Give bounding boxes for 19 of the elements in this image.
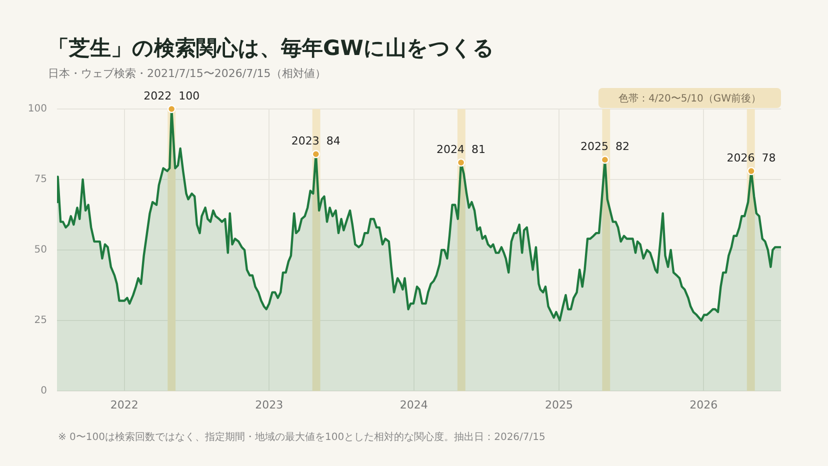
- annotation: 2026 78: [726, 151, 776, 164]
- chart-subtitle: 日本・ウェブ検索・2021/7/15〜2026/7/15（相対値）: [48, 66, 326, 81]
- x-tick-label: 2025: [544, 398, 573, 412]
- annotation: 2023 84: [291, 134, 340, 148]
- text: ※ 0〜100は検索回数ではなく、指定期間・地域の最大値を100とした相対的な関心度。抽出日：2026/7/15: [58, 430, 546, 444]
- x-tick-label: 2024: [400, 398, 428, 412]
- x-tick-label: 2023: [255, 398, 284, 412]
- y-tick-label: 0: [40, 386, 47, 397]
- x-tick-label: 2026: [690, 398, 718, 412]
- y-tick-label: 100: [28, 104, 47, 115]
- chart-title: 「芝生」の検索関心は、毎年GWに山をつくる: [48, 35, 494, 62]
- y-tick-label: 75: [34, 174, 47, 186]
- annotation: 2024 81: [436, 142, 486, 156]
- text: 色帯：4/20〜5/10（GW前後）: [618, 92, 762, 105]
- y-tick-label: 25: [34, 315, 47, 326]
- y-tick-label: 50: [34, 244, 47, 256]
- annotation: 2022 100: [144, 89, 200, 102]
- annotation: 2025 82: [580, 140, 630, 154]
- x-tick-label: 2022: [110, 398, 138, 412]
